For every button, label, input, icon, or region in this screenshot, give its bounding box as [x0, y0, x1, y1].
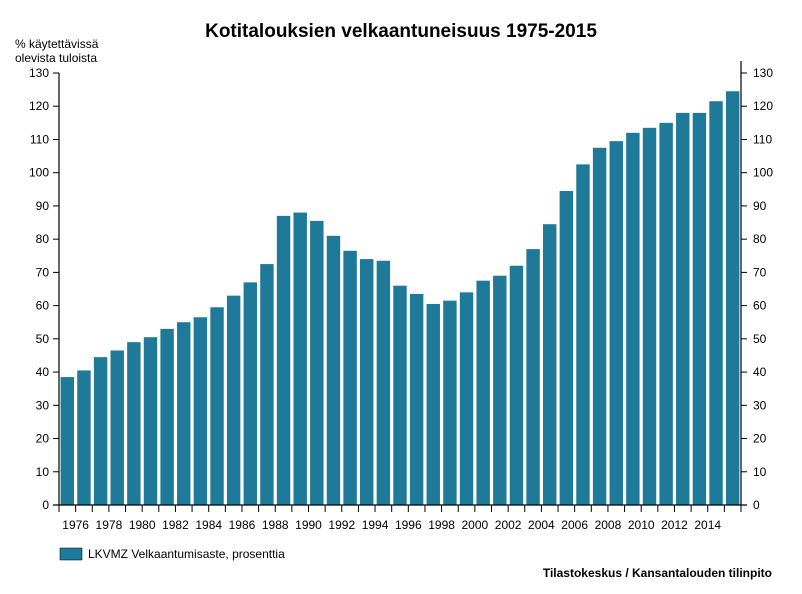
- legend: LKVMZ Velkaantumisaste, prosenttia: [59, 547, 285, 561]
- bar-2000: [476, 280, 490, 505]
- bar-1977: [93, 357, 108, 505]
- y-tick-label-left-20: 20: [36, 432, 50, 446]
- bar-1976: [77, 370, 91, 505]
- bar-2014: [709, 101, 723, 505]
- y-tick-label-right-110: 110: [753, 132, 772, 146]
- y-tick-label-right-20: 20: [753, 432, 767, 446]
- y-tick-label-left-110: 110: [30, 132, 49, 146]
- x-tick-label-1990: 1990: [295, 518, 322, 532]
- x-tick-label-1998: 1998: [428, 518, 455, 532]
- x-tick-label-2008: 2008: [595, 518, 622, 532]
- bar-2012: [676, 112, 690, 505]
- y-tick-label-right-40: 40: [753, 365, 767, 379]
- bar-1975: [60, 377, 75, 505]
- x-tick-label-2002: 2002: [495, 518, 522, 532]
- y-tick-label-right-90: 90: [753, 199, 767, 213]
- legend-swatch: [59, 547, 83, 561]
- bar-1997: [426, 303, 440, 505]
- y-tick-label-left-0: 0: [42, 498, 49, 512]
- bar-1983: [193, 317, 208, 505]
- bar-1995: [393, 285, 407, 505]
- x-tick-label-1988: 1988: [262, 518, 289, 532]
- y-tick-label-left-60: 60: [36, 299, 50, 313]
- bar-2010: [642, 127, 657, 505]
- x-tick-label-1980: 1980: [129, 518, 156, 532]
- bar-2007: [592, 147, 607, 505]
- x-tick-label-1976: 1976: [62, 518, 89, 532]
- source-note: Tilastokeskus / Kansantalouden tilinpito: [543, 566, 772, 580]
- bar-2006: [576, 164, 590, 505]
- x-tick-label-2012: 2012: [661, 518, 688, 532]
- bar-2003: [526, 249, 540, 505]
- bar-1986: [243, 282, 258, 505]
- bar-1992: [343, 250, 357, 505]
- x-tick-label-1982: 1982: [162, 518, 189, 532]
- y-tick-label-left-50: 50: [36, 332, 50, 346]
- y-tick-label-left-30: 30: [36, 398, 50, 412]
- bar-1982: [177, 322, 191, 505]
- y-tick-label-right-100: 100: [753, 166, 773, 180]
- y-tick-label-left-80: 80: [36, 232, 50, 246]
- bar-2011: [659, 122, 673, 505]
- y-axis-label-line-2: olevista tuloista: [15, 51, 97, 65]
- chart-title: Kotitalouksien velkaantuneisuus 1975-201…: [205, 21, 597, 42]
- x-tick-label-1994: 1994: [362, 518, 389, 532]
- y-tick-label-left-130: 130: [29, 66, 49, 80]
- bar-1994: [376, 260, 391, 505]
- y-tick-label-left-100: 100: [29, 166, 49, 180]
- x-tick-label-1992: 1992: [328, 518, 355, 532]
- y-tick-label-right-80: 80: [753, 232, 767, 246]
- y-tick-label-left-10: 10: [36, 465, 50, 479]
- bar-1996: [409, 293, 424, 505]
- axes-group: 0 0 10 10 20 20 30 30 40 40 50 50 60 60 70 70 80 80 90 90 10…: [29, 61, 773, 532]
- x-tick-label-1986: 1986: [229, 518, 256, 532]
- y-tick-label-right-50: 50: [753, 332, 767, 346]
- bar-1978: [110, 350, 124, 505]
- x-tick-label-2014: 2014: [694, 518, 721, 532]
- bar-1988: [276, 215, 291, 505]
- x-tick-label-1984: 1984: [195, 518, 222, 532]
- bar-1979: [127, 342, 141, 505]
- bar-1999: [459, 292, 474, 505]
- x-tick-label-2000: 2000: [461, 518, 488, 532]
- bar-1984: [210, 307, 224, 505]
- y-tick-label-left-40: 40: [36, 365, 50, 379]
- bar-2009: [626, 132, 640, 505]
- x-tick-label-2006: 2006: [561, 518, 588, 532]
- bar-1990: [310, 220, 324, 505]
- bar-1998: [443, 300, 457, 505]
- x-tick-label-2010: 2010: [628, 518, 655, 532]
- y-tick-label-right-70: 70: [753, 265, 767, 279]
- bar-1981: [160, 328, 174, 505]
- bar-1993: [360, 259, 374, 505]
- bar-2001: [493, 275, 507, 505]
- bar-2008: [609, 141, 623, 505]
- bar-1989: [293, 212, 307, 505]
- legend-label: LKVMZ Velkaantumisaste, prosenttia: [88, 547, 285, 561]
- bar-1985: [226, 295, 241, 505]
- y-tick-label-left-120: 120: [29, 99, 49, 113]
- bar-1987: [260, 264, 274, 505]
- x-tick-label-1996: 1996: [395, 518, 422, 532]
- bar-2015: [725, 91, 740, 505]
- y-tick-label-left-70: 70: [36, 265, 50, 279]
- y-tick-label-right-130: 130: [753, 66, 773, 80]
- y-tick-label-left-90: 90: [36, 199, 50, 213]
- x-tick-label-2004: 2004: [528, 518, 555, 532]
- x-tick-label-1978: 1978: [96, 518, 123, 532]
- bar-1991: [326, 235, 341, 505]
- bar-1980: [143, 337, 158, 505]
- y-tick-label-right-10: 10: [753, 465, 767, 479]
- y-tick-label-right-0: 0: [753, 498, 760, 512]
- y-tick-label-right-60: 60: [753, 299, 767, 313]
- y-tick-label-right-30: 30: [753, 398, 767, 412]
- y-tick-label-right-120: 120: [753, 99, 773, 113]
- bar-2002: [509, 265, 524, 505]
- bar-2004: [542, 224, 557, 505]
- bars-group: [60, 91, 740, 505]
- bar-2013: [692, 112, 707, 505]
- bar-2005: [559, 190, 574, 505]
- y-axis-label-line-1: % käytettävissä: [15, 37, 99, 51]
